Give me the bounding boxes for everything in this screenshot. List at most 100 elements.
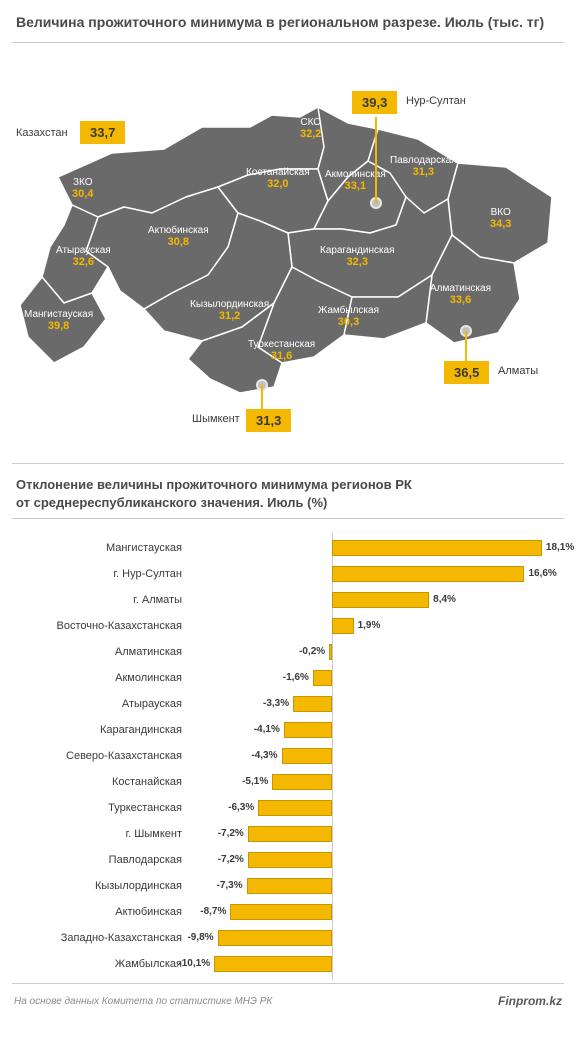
chart-row: Туркестанская -6,3% <box>12 795 564 821</box>
chart-bar-area: 1,9% <box>192 616 564 636</box>
chart-bar-label: -5,1% <box>242 774 268 790</box>
chart-bar-label: -1,6% <box>283 670 309 686</box>
chart-bar-label: 18,1% <box>546 540 574 556</box>
chart-row-label: Акмолинская <box>12 672 192 684</box>
chart-bar-label: 8,4% <box>433 592 456 608</box>
chart-bar <box>218 930 332 946</box>
chart-bar-area: -3,3% <box>192 694 564 714</box>
chart-row: Акмолинская -1,6% <box>12 665 564 691</box>
chart-bar-label: 1,9% <box>358 618 381 634</box>
title-mid: Отклонение величины прожиточного минимум… <box>0 466 576 516</box>
chart-row: Карагандинская -4,1% <box>12 717 564 743</box>
chart-row: г. Шымкент -7,2% <box>12 821 564 847</box>
chart-bar-area: -7,2% <box>192 850 564 870</box>
divider-mid1 <box>12 463 564 464</box>
map-section: Казахстан 33,7 СКО32, <box>0 47 576 457</box>
chart-bar-label: 16,6% <box>528 566 556 582</box>
chart-row-label: Павлодарская <box>12 854 192 866</box>
chart-bar-area: -9,8% <box>192 928 564 948</box>
chart-bar-area: 16,6% <box>192 564 564 584</box>
chart-bar-area: -4,1% <box>192 720 564 740</box>
chart-bar <box>247 878 332 894</box>
chart-row: Восточно-Казахстанская 1,9% <box>12 613 564 639</box>
chart-bar-area: -1,6% <box>192 668 564 688</box>
chart-bar <box>332 618 354 634</box>
chart-row-label: Туркестанская <box>12 802 192 814</box>
chart-row: Жамбылская-10,1% <box>12 951 564 977</box>
callout-nursultan-value: 39,3 <box>352 91 397 114</box>
city-dot-almaty <box>460 325 472 337</box>
footer: На основе данных Комитета по статистике … <box>0 986 576 1026</box>
chart-row: Кызылординская -7,3% <box>12 873 564 899</box>
chart-bar-area: -4,3% <box>192 746 564 766</box>
chart-row-label: г. Алматы <box>12 594 192 606</box>
chart-bar-label: -9,8% <box>187 930 213 946</box>
chart-row: Северо-Казахстанская -4,3% <box>12 743 564 769</box>
chart-row: Костанайская -5,1% <box>12 769 564 795</box>
chart-bar <box>332 566 525 582</box>
chart-bar <box>332 540 542 556</box>
chart-row-label: Мангистауская <box>12 542 192 554</box>
city-dot-nursultan <box>370 197 382 209</box>
callout-nursultan-label: Нур-Султан <box>406 95 466 107</box>
chart-row-label: Кызылординская <box>12 880 192 892</box>
chart-bar-label: -7,2% <box>218 852 244 868</box>
chart-bar-area: 8,4% <box>192 590 564 610</box>
callout-shymkent-label: Шымкент <box>192 413 240 425</box>
chart-bar-label: -4,1% <box>254 722 280 738</box>
footer-brand: Finprom.kz <box>498 994 562 1008</box>
chart-row: Павлодарская -7,2% <box>12 847 564 873</box>
divider-bottom <box>12 983 564 984</box>
chart-bar-area: -7,3% <box>192 876 564 896</box>
chart-bar <box>332 592 430 608</box>
chart-row-label: г. Шымкент <box>12 828 192 840</box>
chart-row-label: Карагандинская <box>12 724 192 736</box>
chart-row: Алматинская -0,2% <box>12 639 564 665</box>
chart-row: г. Нур-Султан 16,6% <box>12 561 564 587</box>
chart-bar <box>293 696 331 712</box>
chart-row: Атырауская-3,3% <box>12 691 564 717</box>
chart-row-label: Северо-Казахстанская <box>12 750 192 762</box>
chart-row-label: Западно-Казахстанская <box>12 932 192 944</box>
chart-row-label: Костанайская <box>12 776 192 788</box>
chart-bar <box>230 904 331 920</box>
callout-shymkent-value: 31,3 <box>246 409 291 432</box>
chart-bar-label: -7,3% <box>217 878 243 894</box>
chart-bar-area: -0,2% <box>192 642 564 662</box>
chart-bar-label: -3,3% <box>263 696 289 712</box>
chart-row: г. Алматы 8,4% <box>12 587 564 613</box>
chart-bar <box>284 722 332 738</box>
axis-zero-line <box>332 948 333 980</box>
infographic-root: Величина прожиточного минимума в региона… <box>0 0 576 1026</box>
deviation-chart: Мангистауская18,1%г. Нур-Султан16,6%г. А… <box>0 521 576 981</box>
chart-row-label: г. Нур-Султан <box>12 568 192 580</box>
chart-row-label: Восточно-Казахстанская <box>12 620 192 632</box>
chart-bar <box>248 826 332 842</box>
chart-row-label: Жамбылская <box>12 958 192 970</box>
footer-source: На основе данных Комитета по статистике … <box>14 996 272 1007</box>
title-top: Величина прожиточного минимума в региона… <box>0 0 576 40</box>
city-dot-shymkent <box>256 379 268 391</box>
divider-top <box>12 42 564 43</box>
chart-row-label: Актюбинская <box>12 906 192 918</box>
chart-bar <box>282 748 332 764</box>
divider-mid2 <box>12 518 564 519</box>
chart-row: Мангистауская18,1% <box>12 535 564 561</box>
chart-bar-area: -5,1% <box>192 772 564 792</box>
chart-bar <box>313 670 332 686</box>
chart-bar-label: -7,2% <box>218 826 244 842</box>
chart-row-label: Алматинская <box>12 646 192 658</box>
chart-bar-label: -4,3% <box>251 748 277 764</box>
chart-bar-label: -8,7% <box>200 904 226 920</box>
chart-bar-area: -7,2% <box>192 824 564 844</box>
map-svg <box>12 57 564 447</box>
chart-bar-label: -10,1% <box>178 956 210 972</box>
chart-row: Западно-Казахстанская-9,8% <box>12 925 564 951</box>
chart-bar-label: -6,3% <box>228 800 254 816</box>
chart-bar <box>214 956 331 972</box>
chart-bar-area: -10,1% <box>192 954 564 974</box>
chart-bar <box>248 852 332 868</box>
chart-bar <box>258 800 331 816</box>
chart-bar-area: 18,1% <box>192 538 564 558</box>
chart-bar-label: -0,2% <box>299 644 325 660</box>
